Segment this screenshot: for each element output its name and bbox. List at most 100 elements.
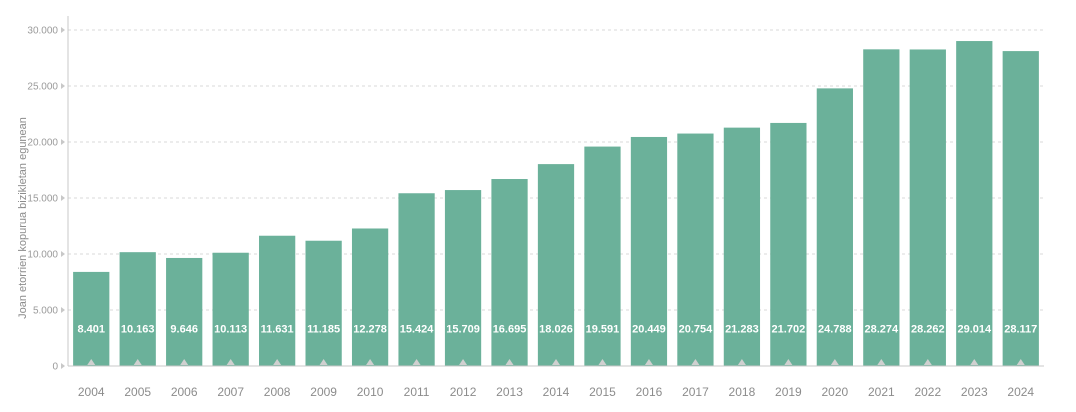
data-label: 10.113 xyxy=(214,323,247,335)
x-tick-marker xyxy=(923,359,932,365)
y-tick-label: 5.000 xyxy=(33,306,58,317)
x-tick-label: 2010 xyxy=(357,385,384,399)
bar xyxy=(491,179,528,366)
bar xyxy=(119,252,156,366)
x-tick-marker xyxy=(319,359,328,365)
x-tick-marker xyxy=(877,359,886,365)
x-tick-label: 2017 xyxy=(682,385,709,399)
bar xyxy=(677,133,714,366)
data-label: 28.262 xyxy=(911,323,945,335)
y-tick-marker xyxy=(61,251,65,257)
bar xyxy=(259,235,296,366)
x-tick-marker xyxy=(505,359,514,365)
x-tick-marker xyxy=(691,359,700,365)
data-label: 20.449 xyxy=(632,323,666,335)
data-label: 21.702 xyxy=(772,323,806,335)
x-tick-marker xyxy=(552,359,560,365)
data-label: 28.274 xyxy=(865,323,900,335)
data-label: 15.424 xyxy=(400,323,435,335)
x-tick-labels: 2004 2005 2006 2007 2008 2009 2010 2011 2012 2013… xyxy=(78,359,1034,399)
data-labels: 8.401 10.163 9.646 10.113 11.631 11.185 12.278… xyxy=(77,323,1037,335)
data-label: 16.695 xyxy=(493,323,527,335)
x-tick-label: 2021 xyxy=(868,385,895,399)
x-tick-label: 2018 xyxy=(729,385,756,399)
data-label: 9.646 xyxy=(170,323,198,335)
y-tick-marker xyxy=(61,139,65,145)
bar xyxy=(212,252,249,366)
x-tick-marker xyxy=(970,359,979,365)
bar xyxy=(537,164,575,366)
x-tick-marker xyxy=(180,359,189,365)
y-tick-labels: 0 5.000 10.000 15.000 20.000 25.000 30.000 xyxy=(27,26,65,373)
data-label: 18.026 xyxy=(539,323,573,335)
bar xyxy=(1002,51,1039,366)
y-tick-label: 30.000 xyxy=(27,26,58,37)
x-tick-marker xyxy=(459,359,468,365)
data-label: 24.788 xyxy=(818,323,852,335)
x-tick-label: 2012 xyxy=(450,385,477,399)
y-tick-marker xyxy=(61,83,65,89)
x-tick-label: 2019 xyxy=(775,385,802,399)
y-tick-label: 15.000 xyxy=(27,194,58,205)
data-label: 8.401 xyxy=(77,323,105,335)
data-label: 11.631 xyxy=(261,323,294,335)
y-tick-label: 20.000 xyxy=(27,138,58,149)
x-tick-label: 2007 xyxy=(217,385,244,399)
y-tick-marker xyxy=(61,307,65,313)
x-tick-label: 2005 xyxy=(124,385,151,399)
x-tick-label: 2011 xyxy=(404,385,430,399)
data-label: 19.591 xyxy=(586,323,620,335)
x-tick-label: 2016 xyxy=(636,385,663,399)
y-tick-label: 10.000 xyxy=(27,250,58,261)
bar xyxy=(630,136,668,366)
x-tick-marker xyxy=(598,359,607,365)
data-label: 29.014 xyxy=(957,323,992,335)
bar xyxy=(73,271,110,366)
x-tick-marker xyxy=(273,359,282,365)
x-tick-label: 2009 xyxy=(310,385,337,399)
bar xyxy=(351,228,389,366)
x-tick-marker xyxy=(366,359,375,365)
x-tick-marker xyxy=(133,359,142,365)
bar xyxy=(816,88,853,367)
x-tick-label: 2006 xyxy=(171,385,198,399)
x-tick-marker xyxy=(784,359,793,365)
y-tick-marker xyxy=(61,363,65,369)
x-tick-marker xyxy=(87,359,96,365)
bar xyxy=(863,49,900,366)
y-tick-marker xyxy=(61,195,65,201)
bar xyxy=(770,122,807,367)
bar xyxy=(956,41,993,366)
y-tick-label: 0 xyxy=(52,362,58,373)
bar xyxy=(444,190,482,366)
x-tick-marker xyxy=(644,359,653,365)
data-label: 15.709 xyxy=(446,323,480,335)
bar xyxy=(305,240,342,366)
bar xyxy=(166,257,203,366)
x-tick-label: 2015 xyxy=(589,385,616,399)
x-tick-marker xyxy=(737,359,746,365)
data-label: 21.283 xyxy=(725,323,759,335)
x-tick-marker xyxy=(226,359,235,365)
y-tick-marker xyxy=(61,27,65,33)
x-tick-marker xyxy=(412,359,421,365)
x-tick-label: 2022 xyxy=(914,385,941,399)
y-axis-title: Joan etorrien kopurua bizikletan egunean xyxy=(17,117,29,319)
y-tick-label: 25.000 xyxy=(27,82,58,93)
bar xyxy=(909,49,946,366)
data-label: 10.163 xyxy=(121,323,155,335)
bar xyxy=(723,127,761,366)
data-label: 28.117 xyxy=(1004,323,1037,335)
data-label: 12.278 xyxy=(353,323,387,335)
x-tick-label: 2008 xyxy=(264,385,291,399)
x-tick-label: 2013 xyxy=(496,385,523,399)
x-tick-label: 2004 xyxy=(78,385,105,399)
x-tick-marker xyxy=(830,359,839,365)
bar xyxy=(584,146,621,366)
x-tick-label: 2024 xyxy=(1007,385,1034,399)
data-label: 11.185 xyxy=(307,323,340,335)
x-tick-label: 2020 xyxy=(822,385,849,399)
x-tick-marker xyxy=(1016,359,1025,365)
x-tick-label: 2014 xyxy=(543,385,570,399)
